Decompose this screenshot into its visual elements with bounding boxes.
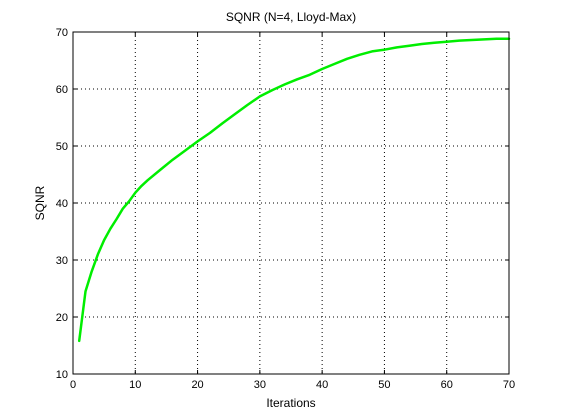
y-tick-label: 10 <box>56 369 68 381</box>
x-tick-label: 50 <box>378 379 390 391</box>
x-tick-label: 0 <box>70 379 76 391</box>
chart-title: SQNR (N=4, Lloyd-Max) <box>226 10 356 24</box>
y-tick-label: 20 <box>56 312 68 324</box>
x-axis-label: Iterations <box>266 396 315 410</box>
y-tick-label: 40 <box>56 198 68 210</box>
x-tick-label: 30 <box>254 379 266 391</box>
plot-area <box>73 32 509 374</box>
x-tick-label: 40 <box>316 379 328 391</box>
grid-lines <box>73 32 509 374</box>
x-tick-label: 60 <box>441 379 453 391</box>
x-tick-label: 70 <box>503 379 515 391</box>
x-tick-label: 10 <box>129 379 141 391</box>
y-tick-label: 70 <box>56 27 68 39</box>
y-tick-label: 30 <box>56 255 68 267</box>
y-axis-label: SQNR <box>33 185 47 220</box>
y-tick-label: 50 <box>56 141 68 153</box>
series-layer <box>77 37 511 343</box>
series-line-sqnr <box>77 37 511 343</box>
x-tick-label: 20 <box>191 379 203 391</box>
y-tick-label: 60 <box>56 84 68 96</box>
